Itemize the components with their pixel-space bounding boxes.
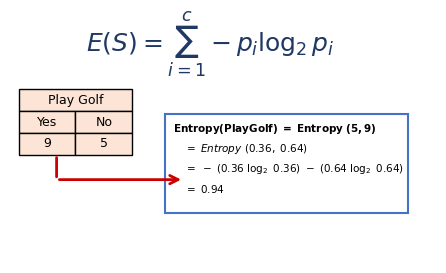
Text: $=\ Entropy\ (0.36,\ 0.64)$: $=\ Entropy\ (0.36,\ 0.64)$ — [184, 142, 308, 156]
Text: Play Golf: Play Golf — [48, 94, 103, 107]
FancyBboxPatch shape — [19, 89, 132, 111]
Text: $E(S) = \sum_{i=1}^{c} -p_i \log_2 p_i$: $E(S) = \sum_{i=1}^{c} -p_i \log_2 p_i$ — [86, 10, 334, 79]
Text: 9: 9 — [43, 137, 51, 150]
FancyBboxPatch shape — [75, 111, 132, 133]
Text: $\mathbf{Entropy(PlayGolf)}$$\mathbf{\ =\ Entropy\ (5,9)}$: $\mathbf{Entropy(PlayGolf)}$$\mathbf{\ =… — [173, 122, 376, 136]
Text: 5: 5 — [100, 137, 108, 150]
FancyBboxPatch shape — [75, 133, 132, 155]
FancyBboxPatch shape — [19, 133, 75, 155]
FancyBboxPatch shape — [19, 111, 75, 133]
Text: Yes: Yes — [37, 115, 57, 129]
Text: $=\ 0.94$: $=\ 0.94$ — [184, 183, 225, 195]
FancyBboxPatch shape — [165, 114, 409, 213]
Text: No: No — [95, 115, 112, 129]
Text: $=\ -\ (0.36\ \log_2\ 0.36)\ -\ (0.64\ \log_2\ 0.64)$: $=\ -\ (0.36\ \log_2\ 0.36)\ -\ (0.64\ \… — [184, 162, 404, 176]
